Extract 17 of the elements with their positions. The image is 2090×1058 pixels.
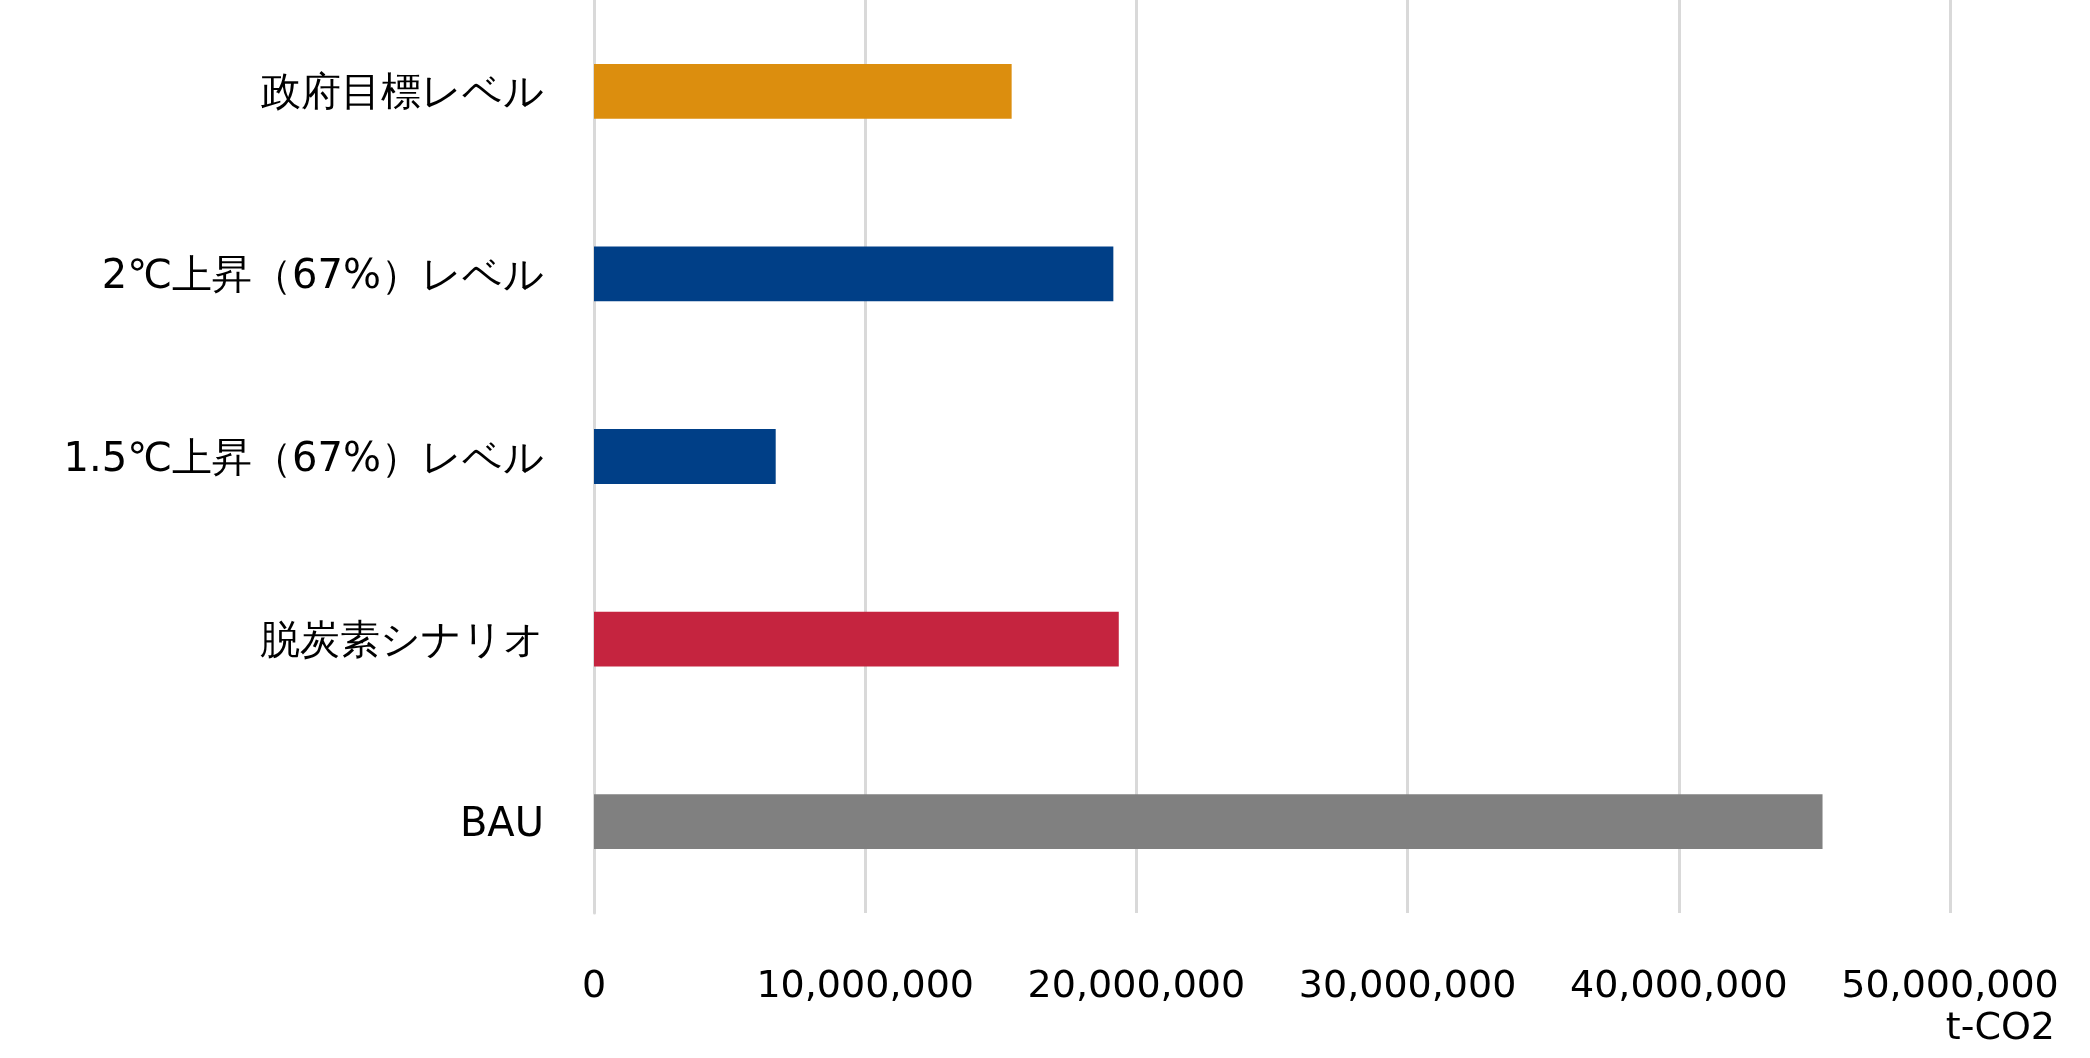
x-axis-title: t-CO2 — [1945, 1004, 2055, 1048]
y-tick-label: 1.5℃上昇（67%）レベル — [63, 433, 544, 480]
x-tick-label: 30,000,000 — [1298, 962, 1517, 1006]
bar — [594, 246, 1114, 302]
y-tick-label: BAU — [459, 798, 544, 845]
bar — [594, 63, 1012, 119]
y-tick-label: 脱炭素シナリオ — [260, 616, 544, 663]
bar — [594, 611, 1119, 667]
x-tick-label: 20,000,000 — [1027, 962, 1246, 1006]
bar — [594, 429, 776, 484]
y-tick-label: 政府目標レベル — [261, 68, 544, 115]
bar — [594, 794, 1823, 850]
x-tick-label: 40,000,000 — [1570, 962, 1788, 1006]
x-tick-label: 50,000,000 — [1841, 962, 2059, 1006]
y-tick-label: 2℃上昇（67%）レベル — [101, 250, 544, 297]
x-tick-label: 10,000,000 — [756, 962, 974, 1006]
x-tick-label: 0 — [581, 962, 607, 1006]
